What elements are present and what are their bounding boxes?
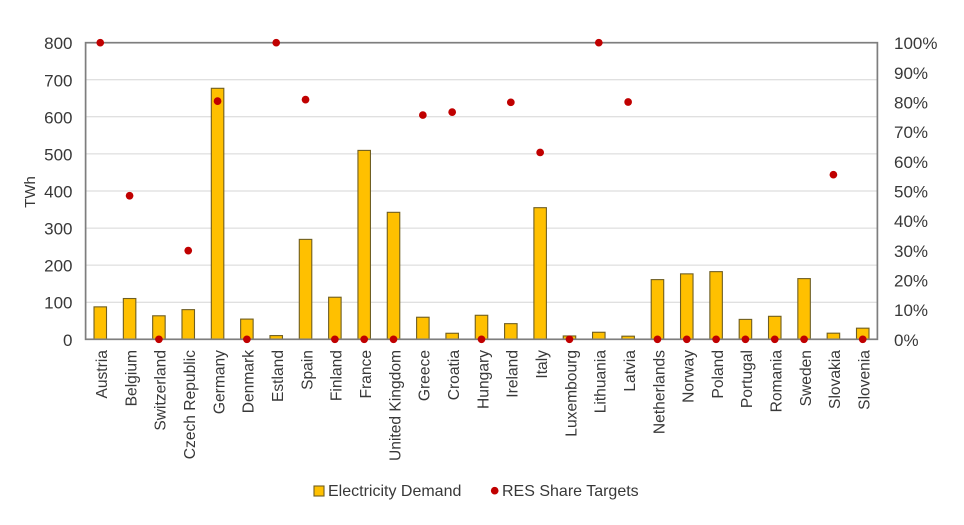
svg-text:0: 0 — [63, 331, 72, 350]
svg-text:Luxembourg: Luxembourg — [563, 350, 580, 437]
svg-text:40%: 40% — [894, 212, 928, 231]
svg-text:Poland: Poland — [710, 350, 727, 399]
svg-text:80%: 80% — [894, 94, 928, 113]
svg-text:Estland: Estland — [270, 350, 287, 402]
svg-text:Switzerland: Switzerland — [153, 350, 170, 431]
svg-text:20%: 20% — [894, 272, 928, 291]
svg-text:100%: 100% — [894, 34, 937, 53]
svg-text:800: 800 — [44, 34, 72, 53]
svg-text:Italy: Italy — [534, 350, 551, 379]
svg-text:Ireland: Ireland — [505, 350, 522, 398]
svg-text:RES Share Targets: RES Share Targets — [502, 483, 639, 500]
svg-text:10%: 10% — [894, 301, 928, 320]
svg-text:300: 300 — [44, 220, 72, 239]
svg-text:Austria: Austria — [94, 350, 111, 399]
svg-text:Electricity Demand: Electricity Demand — [328, 483, 461, 500]
svg-text:France: France — [358, 350, 375, 399]
svg-text:500: 500 — [44, 145, 72, 164]
svg-text:Sweden: Sweden — [798, 350, 815, 406]
svg-text:Belgium: Belgium — [123, 350, 140, 406]
svg-text:700: 700 — [44, 71, 72, 90]
svg-text:Slovenia: Slovenia — [857, 350, 874, 410]
svg-text:400: 400 — [44, 183, 72, 202]
svg-text:Romania: Romania — [769, 350, 786, 413]
svg-text:Lithuania: Lithuania — [593, 350, 610, 414]
svg-text:Norway: Norway — [681, 350, 698, 403]
svg-text:70%: 70% — [894, 123, 928, 142]
svg-text:600: 600 — [44, 108, 72, 127]
svg-text:Denmark: Denmark — [241, 350, 258, 413]
svg-text:Germany: Germany — [211, 350, 228, 414]
svg-text:Portugal: Portugal — [739, 350, 756, 408]
svg-text:Czech Republic: Czech Republic — [182, 350, 199, 459]
svg-text:200: 200 — [44, 257, 72, 276]
svg-text:0%: 0% — [894, 331, 919, 350]
svg-text:90%: 90% — [894, 64, 928, 83]
svg-text:Greece: Greece — [417, 350, 434, 401]
svg-text:Latvia: Latvia — [622, 350, 639, 392]
svg-text:TWh: TWh — [22, 176, 39, 208]
svg-text:Hungary: Hungary — [475, 350, 492, 409]
svg-text:United Kingdom: United Kingdom — [387, 350, 404, 461]
svg-text:100: 100 — [44, 294, 72, 313]
svg-text:60%: 60% — [894, 153, 928, 172]
svg-text:50%: 50% — [894, 183, 928, 202]
svg-text:Spain: Spain — [299, 350, 316, 390]
svg-text:Croatia: Croatia — [446, 350, 463, 401]
svg-text:Finland: Finland — [329, 350, 346, 401]
svg-text:30%: 30% — [894, 242, 928, 261]
svg-text:Slovakia: Slovakia — [827, 350, 844, 409]
svg-text:Netherlands: Netherlands — [651, 350, 668, 434]
